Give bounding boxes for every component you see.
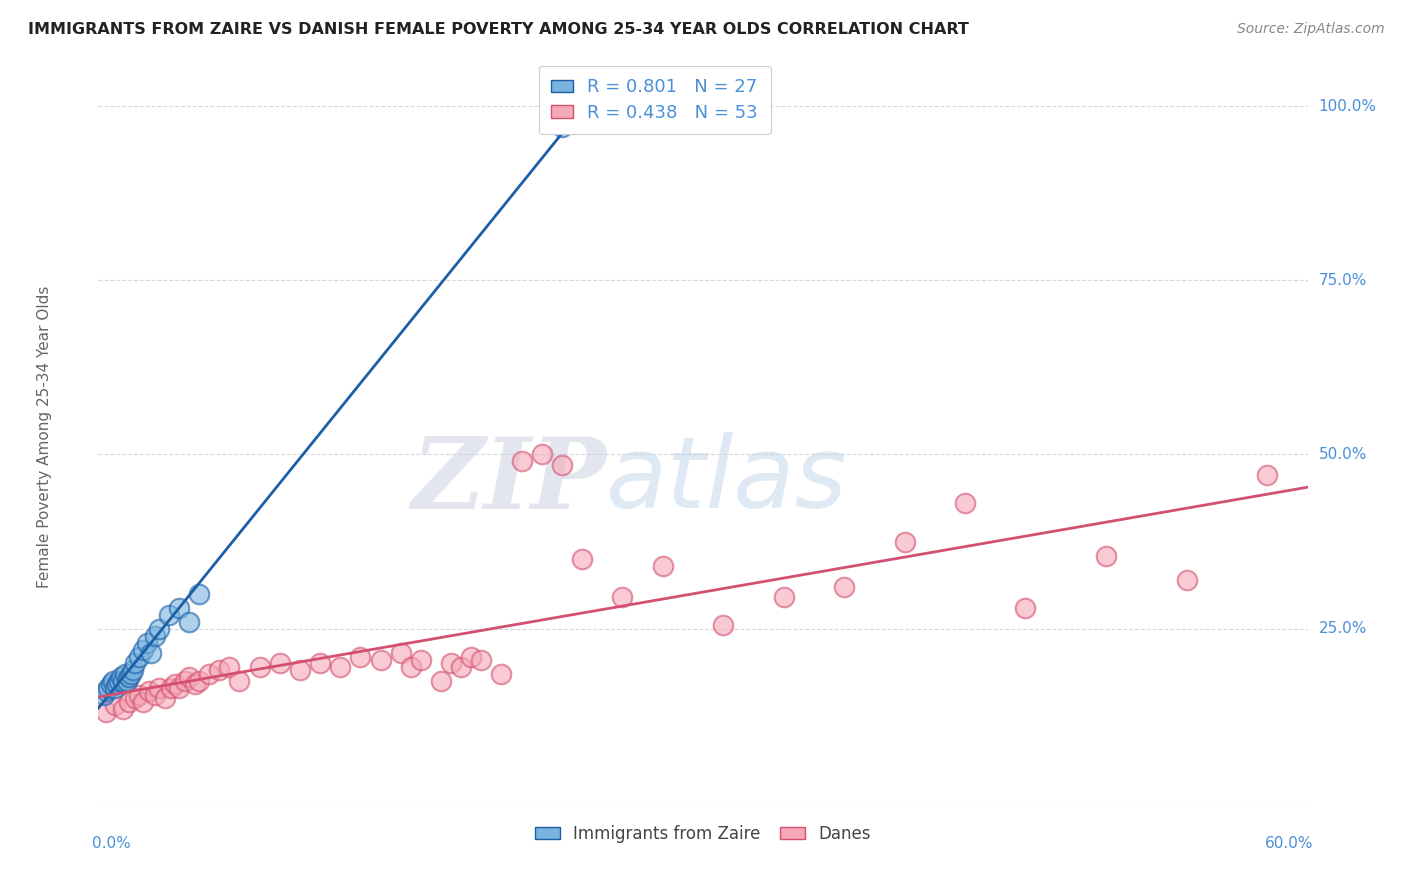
Point [440, 657, 463, 671]
Point [153, 691, 176, 706]
Point [470, 653, 492, 667]
Point [93, 688, 115, 702]
Point [111, 673, 134, 688]
Point [120, 667, 142, 681]
Point [111, 702, 134, 716]
Point [612, 591, 634, 605]
Text: atlas: atlas [606, 433, 848, 530]
Point [124, 657, 146, 671]
Point [188, 673, 211, 688]
Point [551, 458, 574, 472]
Point [1095, 549, 1118, 563]
Text: Source: ZipAtlas.com: Source: ZipAtlas.com [1237, 22, 1385, 37]
Point [399, 660, 422, 674]
Text: ZIP: ZIP [412, 433, 606, 529]
Text: 0.0%: 0.0% [93, 836, 131, 851]
Point [101, 673, 124, 688]
Point [96, 705, 118, 719]
Point [115, 673, 138, 688]
Point [288, 664, 311, 678]
Point [179, 670, 201, 684]
Point [100, 677, 122, 691]
Point [138, 684, 160, 698]
Text: 50.0%: 50.0% [1319, 447, 1367, 462]
Point [135, 635, 157, 649]
Text: IMMIGRANTS FROM ZAIRE VS DANISH FEMALE POVERTY AMONG 25-34 YEAR OLDS CORRELATION: IMMIGRANTS FROM ZAIRE VS DANISH FEMALE P… [28, 22, 969, 37]
Point [174, 673, 197, 688]
Point [832, 580, 855, 594]
Point [157, 607, 180, 622]
Point [114, 667, 136, 681]
Point [103, 698, 125, 713]
Point [409, 653, 432, 667]
Point [329, 660, 352, 674]
Text: 75.0%: 75.0% [1319, 273, 1367, 288]
Point [148, 681, 170, 695]
Point [711, 618, 734, 632]
Point [430, 673, 453, 688]
Point [208, 664, 231, 678]
Point [249, 660, 271, 674]
Point [103, 681, 125, 695]
Point [118, 695, 141, 709]
Point [198, 667, 221, 681]
Point [309, 657, 332, 671]
Point [184, 677, 207, 691]
Point [370, 653, 392, 667]
Point [118, 670, 141, 684]
Point [132, 642, 155, 657]
Point [143, 629, 166, 643]
Text: 100.0%: 100.0% [1319, 99, 1376, 113]
Point [772, 591, 794, 605]
Point [121, 664, 143, 678]
Point [167, 681, 190, 695]
Point [107, 673, 129, 688]
Point [128, 688, 150, 702]
Point [893, 534, 915, 549]
Point [953, 496, 976, 510]
Point [510, 454, 533, 468]
Text: 25.0%: 25.0% [1319, 621, 1367, 636]
Point [148, 622, 170, 636]
Point [491, 667, 513, 681]
Point [571, 552, 593, 566]
Point [1014, 600, 1036, 615]
Point [1175, 573, 1198, 587]
Point [188, 587, 211, 601]
Point [128, 649, 150, 664]
Point [551, 120, 574, 134]
Text: 60.0%: 60.0% [1265, 836, 1313, 851]
Point [218, 660, 240, 674]
Point [96, 684, 118, 698]
Point [179, 615, 201, 629]
Point [124, 691, 146, 706]
Legend: Immigrants from Zaire, Danes: Immigrants from Zaire, Danes [529, 818, 877, 849]
Point [349, 649, 371, 664]
Point [110, 670, 132, 684]
Point [132, 695, 155, 709]
Point [1256, 468, 1278, 483]
Point [139, 646, 162, 660]
Point [163, 677, 186, 691]
Text: Female Poverty Among 25-34 Year Olds: Female Poverty Among 25-34 Year Olds [37, 286, 52, 588]
Point [269, 657, 291, 671]
Point [105, 677, 128, 691]
Point [460, 649, 482, 664]
Point [228, 673, 250, 688]
Point [143, 688, 166, 702]
Point [450, 660, 472, 674]
Point [167, 600, 190, 615]
Point [389, 646, 412, 660]
Point [97, 681, 120, 695]
Point [530, 448, 553, 462]
Point [160, 681, 183, 695]
Point [651, 558, 673, 573]
